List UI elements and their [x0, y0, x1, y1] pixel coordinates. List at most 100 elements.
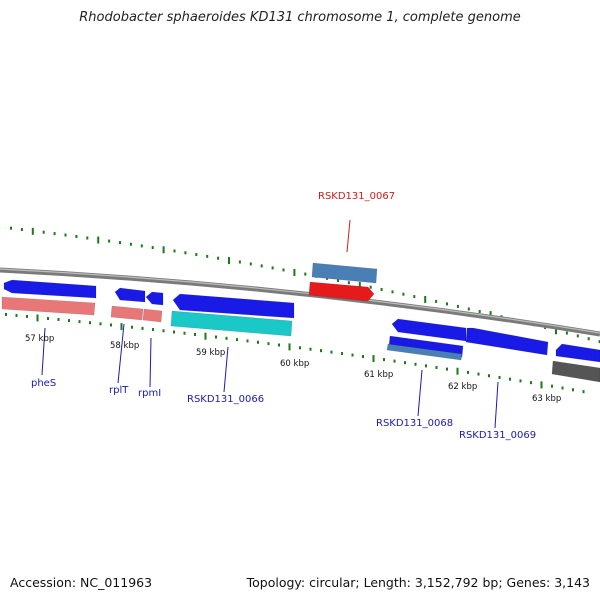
inner-tick-mark	[309, 347, 312, 351]
gray-feature-edge[interactable]	[551, 360, 600, 383]
forward-cds-edge[interactable]	[555, 343, 600, 363]
steel-feature-0068[interactable]	[386, 343, 463, 361]
chromosome-backbone	[0, 267, 600, 337]
outer-tick-mark	[446, 302, 448, 306]
outer-tick-mark	[10, 226, 12, 230]
inner-tick-mark	[551, 384, 553, 388]
outer-tick-mark	[358, 281, 361, 289]
inner-tick-mark	[467, 370, 469, 374]
gene-label-group: pheS rplT rpmI RSKD131_0066 RSKD131_0067 RSKD…	[31, 191, 536, 441]
outer-tick-track	[10, 226, 600, 344]
outer-tick-mark	[282, 268, 285, 272]
inner-tick-mark	[582, 390, 585, 394]
leader-0067	[346, 219, 351, 253]
outer-tick-mark	[206, 254, 209, 258]
outer-tick-mark	[184, 251, 187, 255]
inner-tick-mark	[561, 386, 564, 390]
forward-cds-rplT[interactable]	[114, 287, 146, 303]
inner-tick-mark	[110, 323, 112, 327]
inner-tick-mark	[194, 332, 196, 336]
outer-tick-mark	[587, 337, 590, 341]
inner-tick-mark	[47, 316, 49, 320]
leader-pheS	[41, 327, 46, 376]
outer-tick-mark	[119, 241, 121, 245]
inner-tick-mark	[246, 339, 249, 343]
outer-tick-mark	[467, 307, 470, 311]
inner-tick-mark	[141, 326, 144, 330]
leader-rplT	[117, 323, 125, 384]
outer-tick-mark	[413, 295, 416, 299]
inner-tick-mark	[36, 314, 39, 322]
red-cds-0067[interactable]	[308, 281, 375, 302]
inner-tick-mark	[68, 319, 70, 323]
inner-tick-mark	[446, 367, 448, 371]
inner-tick-mark	[330, 350, 333, 354]
inner-tick-mark	[404, 361, 406, 365]
outer-tick-mark	[195, 253, 198, 257]
tick-label: 58 kbp	[110, 341, 139, 351]
forward-cds-0068[interactable]	[391, 318, 467, 342]
outer-tick-mark	[249, 262, 252, 266]
forward-cds-pheS[interactable]	[3, 279, 97, 299]
inner-tick-mark	[99, 322, 102, 326]
outer-tick-mark	[53, 232, 56, 236]
reverse-cds-rplT[interactable]	[110, 305, 144, 321]
outer-tick-mark	[391, 290, 394, 294]
inner-tick-mark	[351, 353, 354, 357]
steel-feature-0067[interactable]	[311, 262, 378, 284]
inner-tick-mark	[215, 335, 217, 339]
reverse-cds-rpmI[interactable]	[142, 308, 163, 323]
inner-tick-mark	[540, 381, 543, 389]
outer-tick-mark	[402, 292, 405, 296]
outer-tick-mark	[456, 304, 459, 308]
feature-track	[1, 262, 600, 383]
forward-cds-0069[interactable]	[465, 327, 549, 356]
outer-tick-mark	[75, 235, 78, 239]
outer-tick-mark	[173, 249, 176, 253]
inner-tick-mark	[236, 338, 238, 342]
inner-tick-mark	[152, 328, 154, 332]
forward-cds-0066[interactable]	[172, 293, 295, 319]
gene-label[interactable]: rpmI	[138, 388, 161, 399]
outer-tick-mark	[151, 246, 154, 250]
gene-label[interactable]: RSKD131_0069	[459, 430, 536, 441]
outer-tick-mark	[304, 272, 307, 276]
outer-tick-mark	[598, 340, 600, 344]
outer-tick-mark	[478, 309, 481, 313]
inner-tick-mark	[183, 331, 186, 335]
inner-tick-mark	[131, 325, 133, 329]
gene-label[interactable]: RSKD131_0068	[376, 418, 453, 429]
inner-tick-mark	[5, 312, 7, 316]
inner-tick-mark	[477, 372, 480, 376]
inner-tick-mark	[299, 346, 301, 350]
outer-tick-mark	[64, 233, 67, 237]
inner-tick-mark	[372, 355, 375, 363]
inner-tick-mark	[498, 375, 501, 379]
rna-feature-0066[interactable]	[170, 310, 293, 337]
inner-tick-mark	[362, 355, 364, 359]
inner-tick-mark	[393, 359, 396, 363]
outer-tick-mark	[86, 236, 89, 240]
reverse-cds-pheS[interactable]	[1, 296, 96, 316]
inner-tick-mark	[509, 377, 511, 381]
outer-tick-mark	[565, 331, 568, 335]
outer-tick-mark	[337, 279, 339, 283]
leader-0066	[223, 346, 229, 393]
forward-cds-rpmI[interactable]	[145, 291, 164, 306]
gene-label[interactable]: RSKD131_0066	[187, 394, 264, 405]
inner-tick-mark	[267, 342, 270, 346]
inner-tick-mark	[15, 313, 18, 317]
gene-label[interactable]: RSKD131_0067	[318, 191, 395, 202]
gene-label[interactable]: rplT	[109, 385, 129, 396]
inner-tick-mark	[162, 329, 165, 333]
inner-tick-mark	[425, 364, 427, 368]
inner-tick-mark	[435, 365, 438, 369]
gene-label[interactable]: pheS	[31, 378, 56, 389]
accession-label: Accession: NC_011963	[10, 575, 153, 590]
tick-label: 59 kbp	[196, 348, 225, 358]
chromosome-backbone-highlight	[0, 268, 600, 334]
outer-tick-mark	[217, 256, 220, 260]
tick-label-group: 57 kbp 58 kbp 59 kbp 60 kbp 61 kbp 62 kbp 63 k…	[25, 334, 561, 404]
outer-tick-mark	[489, 311, 492, 319]
